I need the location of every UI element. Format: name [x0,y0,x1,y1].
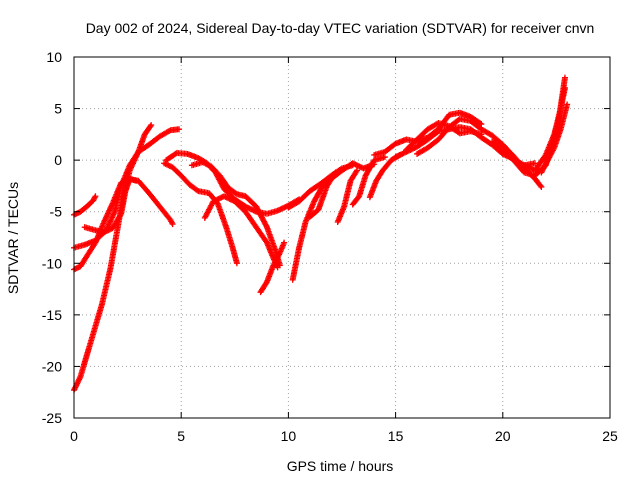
data-point [354,167,361,174]
data-point [232,190,239,197]
series-arc-22 [521,84,568,174]
x-axis-label: GPS time / hours [287,458,394,474]
data-point [531,160,538,167]
data-point [561,74,568,81]
data-point [477,120,484,127]
data-point [274,264,281,271]
y-tick-label: 0 [54,152,62,168]
data-point [337,166,344,173]
data-point [381,154,388,161]
series-arc-23 [538,101,571,176]
data-point [478,131,485,138]
y-tick-label: -10 [42,255,62,271]
y-tick-label: -20 [42,358,62,374]
data-point [537,182,544,189]
series-arc-20 [403,120,485,153]
data-point [353,168,360,175]
chart-title: Day 002 of 2024, Sidereal Day-to-day VTE… [86,20,595,36]
x-tick-label: 15 [388,428,404,444]
axis-ticks: 0 5 10 15 20 25 -25 -20 -15 -10 -5 0 5 10 [42,49,618,444]
y-tick-label: -25 [42,410,62,426]
y-axis-label: SDTVAR / TECUs [5,182,21,294]
plot-frame [73,56,611,419]
series-arc-7 [161,160,240,267]
series-arc-5 [81,175,140,236]
x-tick-label: 25 [602,428,618,444]
data-point [281,239,288,246]
data-point [166,128,173,135]
data-point [263,280,270,287]
data-point [133,177,140,184]
data-point [564,101,571,108]
data-point [169,221,176,228]
data-point [434,129,441,136]
series-arc-14 [334,167,361,226]
data-point [176,126,183,133]
data-point [148,122,155,129]
y-tick-label: -5 [50,204,63,220]
data-point [92,193,99,200]
series-arc-15 [349,154,388,208]
x-tick-label: 10 [281,428,297,444]
data-point [331,170,338,177]
data-point [147,123,154,130]
data-point [117,212,124,219]
data-series [71,74,571,394]
series-arc-4 [71,193,99,218]
data-point [478,121,485,128]
x-tick-label: 5 [177,428,185,444]
data-point [194,187,201,194]
data-point [349,162,356,169]
x-tick-label: 0 [70,428,78,444]
series-arc-10 [257,239,288,296]
y-tick-label: 5 [54,101,62,117]
y-tick-label: -15 [42,307,62,323]
data-point [332,169,339,176]
series-arc-13 [306,169,339,220]
y-tick-label: 10 [46,49,62,65]
data-point [233,260,240,267]
x-tick-label: 20 [495,428,511,444]
series-arc-9 [201,193,281,271]
data-point [561,84,568,91]
data-point [538,183,545,190]
